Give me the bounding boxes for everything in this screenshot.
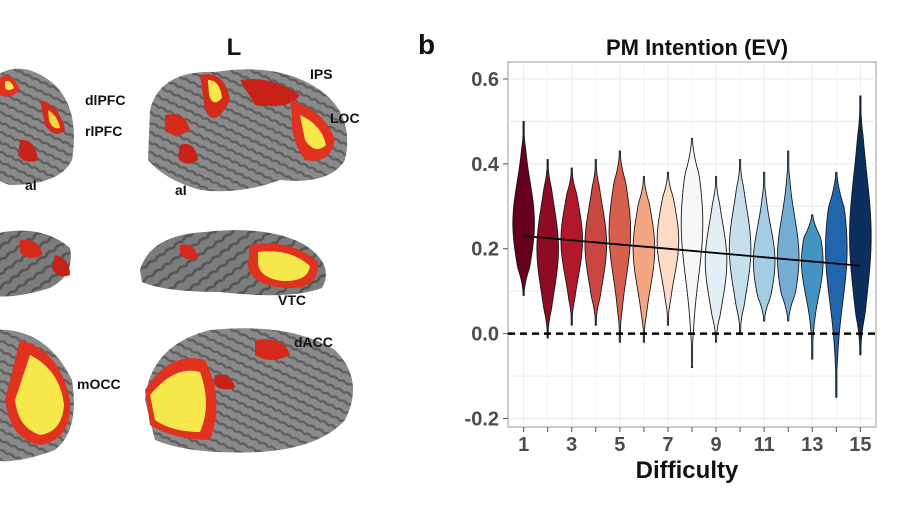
hemisphere-label: L: [227, 34, 242, 61]
medial-brain-right: [145, 328, 353, 453]
violin-difficulty-15: [849, 95, 872, 356]
violin-difficulty-13: [801, 214, 824, 360]
y-tick-label: 0.2: [471, 239, 499, 261]
x-tick-label: 9: [710, 434, 721, 456]
region-label-loc: LOC: [330, 110, 360, 126]
violin-difficulty-9: [704, 176, 728, 343]
x-tick-label: 7: [662, 434, 673, 456]
violin-group: [512, 95, 872, 398]
violin-difficulty-11: [752, 171, 776, 322]
violin-difficulty-3: [560, 167, 583, 326]
region-label-rlpfc: rlPFC: [85, 123, 122, 139]
y-axis-ticks: -0.2 0.0 0.2 0.4 0.6: [465, 69, 508, 431]
chart-title: PM Intention (EV): [606, 35, 788, 60]
x-tick-label: 15: [849, 434, 871, 456]
panel-letter: b: [418, 29, 435, 60]
x-axis-label: Difficulty: [636, 457, 739, 484]
region-label-ips: IPS: [310, 66, 333, 82]
x-tick-label: 5: [614, 434, 625, 456]
lateral-brain-right: [148, 69, 348, 192]
overlay-lines: [508, 235, 876, 335]
violin-difficulty-8: [680, 137, 704, 369]
violin-difficulty-12: [776, 150, 800, 322]
y-tick-label: -0.2: [465, 409, 499, 431]
region-label-dlpfc: dlPFC: [85, 92, 125, 108]
violin-difficulty-14: [825, 171, 848, 398]
region-label-ai-right: aI: [175, 182, 187, 198]
trend-line: [523, 235, 861, 267]
violin-difficulty-5: [608, 150, 632, 343]
violin-difficulty-1: [512, 120, 535, 296]
region-label-ai-left: aI: [25, 177, 37, 193]
ventral-brain-left-crop: [0, 230, 71, 297]
x-tick-label: 13: [801, 434, 823, 456]
violin-difficulty-2: [536, 159, 559, 339]
medial-brain-left-crop: [0, 329, 74, 462]
x-tick-label: 3: [566, 434, 577, 456]
violin-difficulty-6: [632, 176, 656, 343]
region-label-mocc: mOCC: [77, 376, 121, 392]
violin-difficulty-10: [728, 159, 752, 335]
region-label-dacc: dACC: [294, 334, 333, 350]
ventral-brain-right: [140, 230, 326, 296]
lateral-brain-left-crop: [0, 68, 74, 185]
x-tick-label: 11: [754, 434, 775, 456]
violin-chart: b PM Intention (EV) Difficulty -0.2 0.0 0.…: [418, 29, 877, 484]
y-tick-label: 0.6: [471, 69, 499, 91]
brain-surface-panel: L dlPFC rlPFC aI aI IPS LOC VTC dACC mOC…: [0, 34, 360, 462]
x-axis-ticks: 1 3 5 7 9 11 13 15: [518, 427, 871, 456]
x-tick-label: 1: [518, 434, 529, 456]
y-tick-label: 0.4: [471, 154, 500, 176]
region-label-vtc: VTC: [278, 292, 306, 308]
y-tick-label: 0.0: [471, 324, 499, 346]
